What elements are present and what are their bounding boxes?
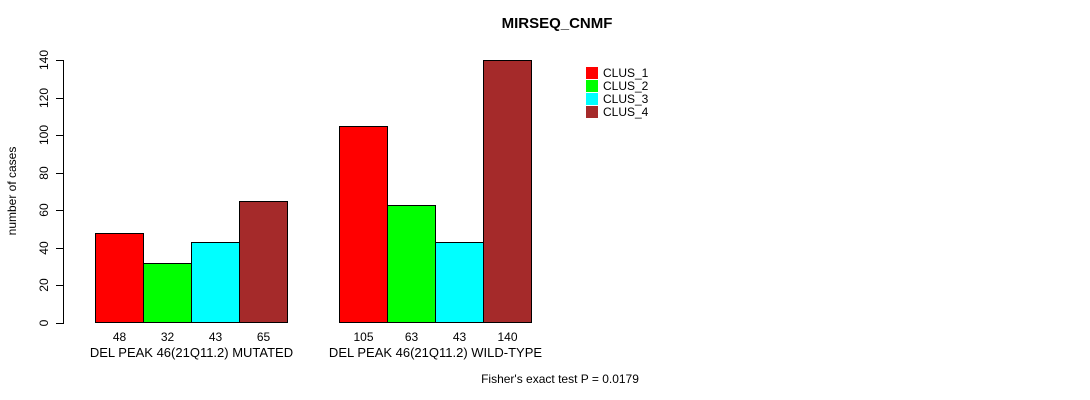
bar-value-label: 65 bbox=[256, 330, 271, 344]
bar-value-label: 48 bbox=[112, 330, 127, 344]
group-label: DEL PEAK 46(21Q11.2) MUTATED bbox=[89, 345, 294, 360]
legend-label: CLUS_4 bbox=[603, 104, 649, 119]
y-tick-label: 40 bbox=[37, 241, 51, 255]
y-tick-label: 100 bbox=[37, 124, 51, 146]
annotation-pvalue: Fisher's exact test P = 0.0179 bbox=[481, 372, 639, 386]
y-tick-label: 140 bbox=[37, 49, 51, 71]
legend-swatch-clus_1 bbox=[586, 66, 598, 79]
y-tick-mark bbox=[56, 285, 63, 286]
bar-clus_1-group1 bbox=[95, 233, 144, 323]
legend-item-clus_4: CLUS_4 bbox=[586, 104, 649, 119]
legend-swatch-clus_4 bbox=[586, 105, 598, 118]
bar-value-label: 63 bbox=[404, 330, 419, 344]
bar-clus_3-group2 bbox=[435, 242, 484, 323]
y-tick-label: 60 bbox=[37, 203, 51, 217]
legend-label: CLUS_3 bbox=[603, 91, 649, 106]
bar-clus_3-group1 bbox=[191, 242, 240, 323]
y-tick-mark bbox=[56, 248, 63, 249]
legend-swatch-clus_2 bbox=[586, 79, 598, 92]
bar-value-label: 140 bbox=[497, 330, 518, 344]
bar-clus_4-group2 bbox=[483, 60, 532, 323]
bar-clus_1-group2 bbox=[339, 126, 388, 323]
legend-swatch-clus_3 bbox=[586, 92, 598, 105]
y-tick-mark bbox=[56, 323, 63, 324]
legend-label: CLUS_1 bbox=[603, 65, 649, 80]
y-tick-mark bbox=[56, 173, 63, 174]
y-tick-mark bbox=[56, 98, 63, 99]
legend-item-clus_3: CLUS_3 bbox=[586, 91, 649, 106]
y-tick-label: 120 bbox=[37, 87, 51, 109]
legend-item-clus_1: CLUS_1 bbox=[586, 65, 649, 80]
bar-value-label: 32 bbox=[160, 330, 175, 344]
y-tick-mark bbox=[56, 60, 63, 61]
y-tick-label: 0 bbox=[37, 319, 51, 327]
y-axis-label: number of cases bbox=[5, 146, 19, 236]
y-tick-label: 80 bbox=[37, 166, 51, 180]
chart-title: MIRSEQ_CNMF bbox=[501, 15, 613, 32]
y-axis-line bbox=[63, 60, 64, 324]
bar-clus_2-group2 bbox=[387, 205, 436, 323]
y-tick-label: 20 bbox=[37, 278, 51, 292]
legend: CLUS_1 CLUS_2 CLUS_3 CLUS_4 bbox=[586, 65, 649, 119]
y-tick-mark bbox=[56, 135, 63, 136]
legend-label: CLUS_2 bbox=[603, 78, 649, 93]
bar-value-label: 43 bbox=[452, 330, 467, 344]
bar-value-label: 105 bbox=[353, 330, 374, 344]
legend-item-clus_2: CLUS_2 bbox=[586, 78, 649, 93]
bar-clus_4-group1 bbox=[239, 201, 288, 323]
group-label: DEL PEAK 46(21Q11.2) WILD-TYPE bbox=[328, 345, 543, 360]
y-tick-mark bbox=[56, 210, 63, 211]
bar-value-label: 43 bbox=[208, 330, 223, 344]
bar-clus_2-group1 bbox=[143, 263, 192, 323]
